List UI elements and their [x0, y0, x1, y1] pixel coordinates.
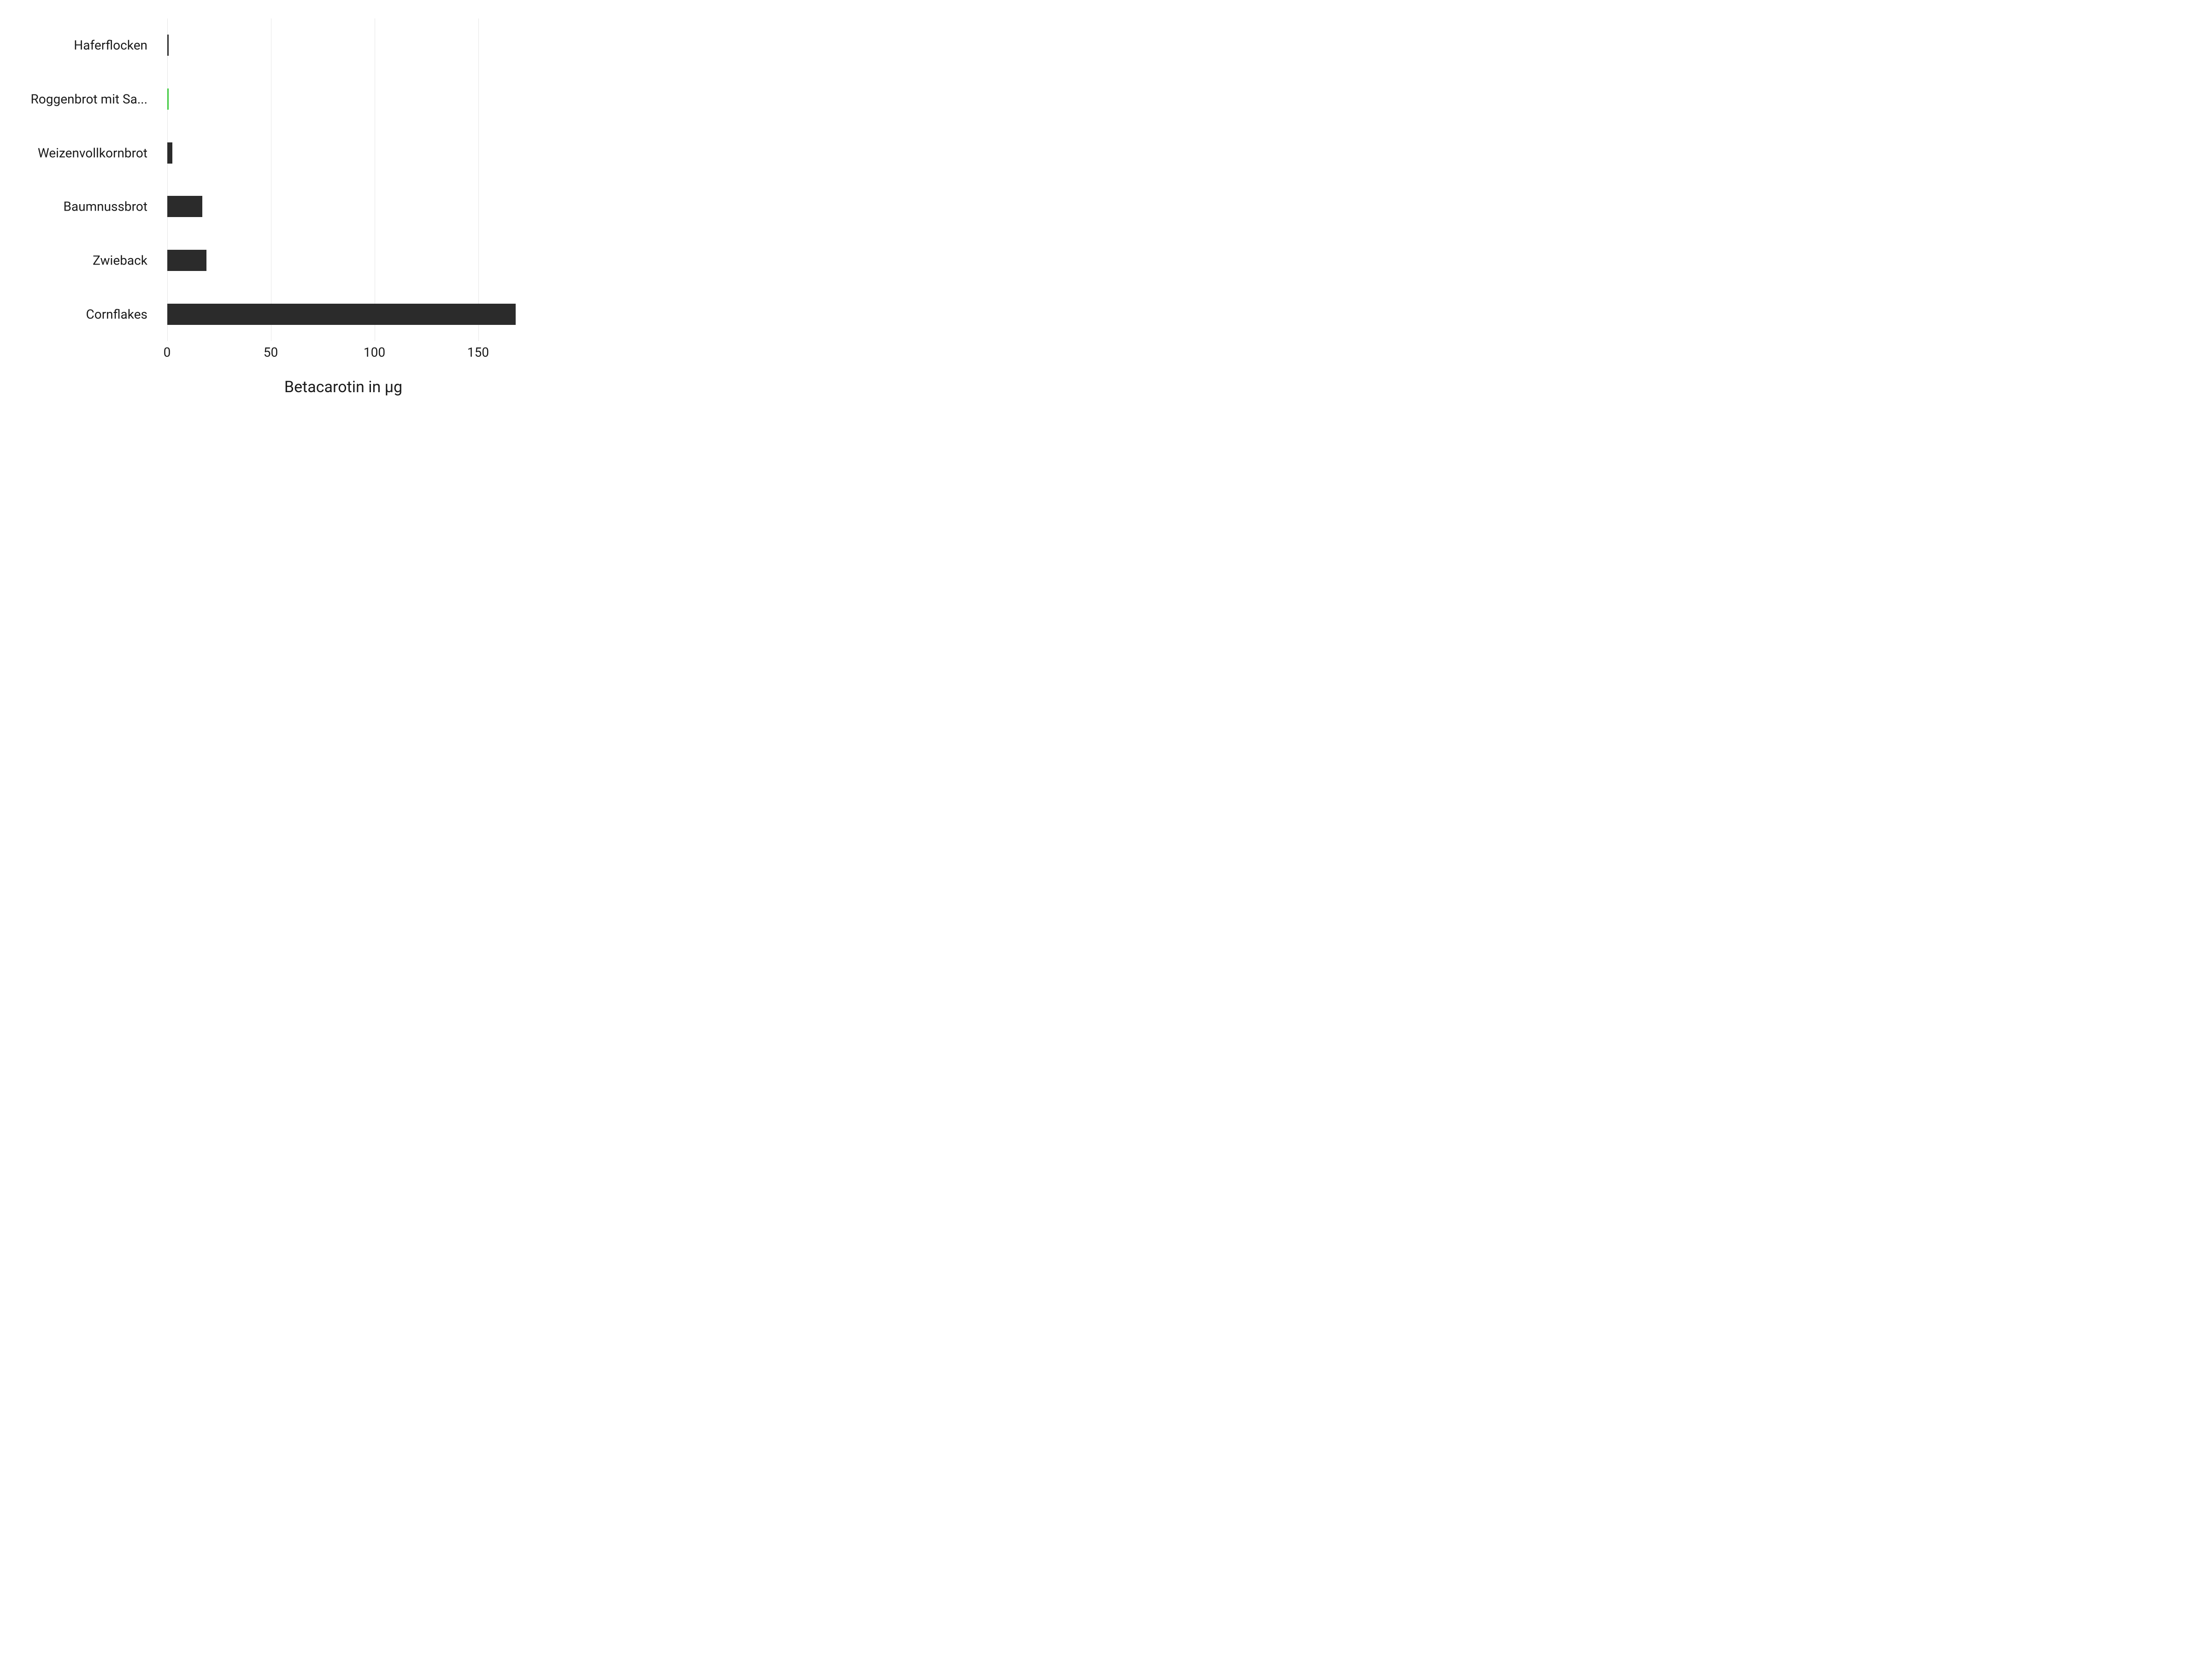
plot-area	[157, 18, 530, 341]
grid-line	[478, 18, 479, 341]
chart-container: Haferflocken Roggenbrot mit Sa... Weizenvo…	[18, 18, 535, 396]
bar	[167, 196, 203, 217]
y-category-label: Zwieback	[18, 253, 147, 268]
y-category-label: Cornflakes	[18, 306, 147, 322]
x-tick-label: 150	[467, 345, 489, 360]
grid-line	[167, 18, 168, 341]
bar	[167, 88, 169, 110]
bar	[167, 35, 169, 56]
x-axis-title: Betacarotin in µg	[284, 378, 402, 396]
x-tick-label: 50	[264, 345, 278, 360]
bar	[167, 304, 516, 325]
x-tick-label: 0	[164, 345, 171, 360]
x-tick-label: 100	[364, 345, 385, 360]
y-category-label: Roggenbrot mit Sa...	[18, 92, 147, 107]
bar	[167, 250, 207, 271]
x-axis-area: Betacarotin in µg 0 50 100 150	[157, 341, 530, 396]
y-axis-area: Haferflocken Roggenbrot mit Sa... Weizenvo…	[18, 18, 157, 341]
y-category-label: Weizenvollkornbrot	[18, 145, 147, 160]
y-category-label: Baumnussbrot	[18, 199, 147, 214]
y-category-label: Haferflocken	[18, 38, 147, 53]
bar	[167, 142, 172, 164]
